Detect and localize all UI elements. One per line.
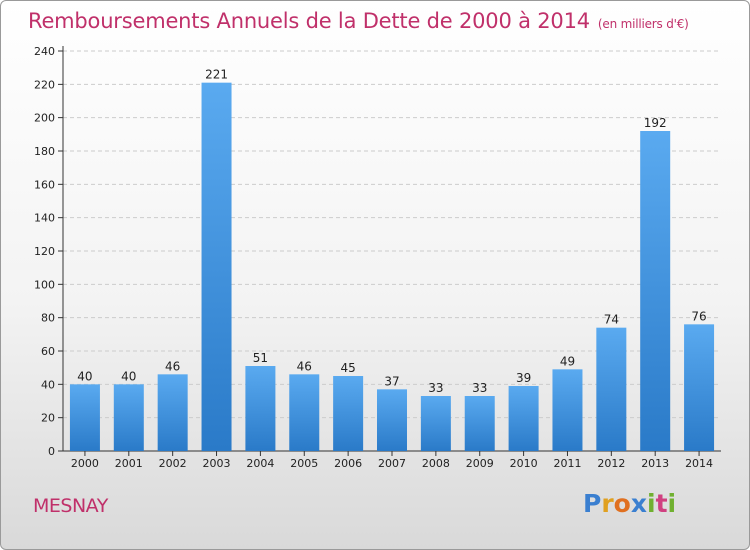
chart-unit: (en milliers d'€) — [597, 17, 689, 31]
data-label: 40 — [77, 369, 92, 383]
y-tick-label: 220 — [34, 78, 55, 91]
x-tick-label: 2002 — [159, 457, 187, 470]
bar — [420, 396, 451, 451]
logo-letter: i — [647, 489, 656, 518]
chart-title: Remboursements Annuels de la Dette de 20… — [28, 9, 689, 33]
bar — [113, 384, 144, 451]
bar — [552, 369, 583, 451]
chart-title-text: Remboursements Annuels de la Dette de 20… — [28, 9, 590, 33]
x-tick-label: 2001 — [115, 457, 143, 470]
x-tick-label: 2010 — [510, 457, 538, 470]
labels: 0 20 40 60 80 100 120 140 160 180 200 220 240 2000 40 2… — [34, 45, 713, 470]
x-tick-label: 2007 — [378, 457, 406, 470]
bar — [289, 374, 320, 451]
y-tick-label: 180 — [34, 145, 55, 158]
x-tick-label: 2008 — [422, 457, 450, 470]
logo-letter: i — [667, 489, 677, 518]
bar — [333, 376, 364, 451]
data-label: 49 — [560, 354, 575, 368]
data-label: 46 — [165, 359, 180, 373]
x-tick-label: 2006 — [334, 457, 362, 470]
logo-letter: r — [601, 489, 614, 518]
y-tick-label: 0 — [48, 445, 55, 458]
bars — [69, 82, 715, 452]
bar — [201, 82, 232, 452]
data-label: 33 — [472, 381, 487, 395]
bar — [684, 324, 715, 451]
x-tick-label: 2012 — [597, 457, 625, 470]
x-tick-label: 2013 — [641, 457, 669, 470]
data-label: 51 — [253, 351, 268, 365]
bar — [245, 366, 276, 451]
y-tick-label: 20 — [41, 412, 55, 425]
bar — [69, 384, 100, 451]
data-label: 45 — [340, 361, 355, 375]
x-tick-label: 2009 — [466, 457, 494, 470]
logo-letter: o — [613, 489, 631, 518]
y-tick-label: 60 — [41, 345, 55, 358]
y-tick-label: 140 — [34, 212, 55, 225]
x-tick-label: 2004 — [246, 457, 274, 470]
data-label: 46 — [297, 359, 312, 373]
logo-letter: t — [655, 489, 668, 518]
bar — [464, 396, 495, 451]
data-label: 40 — [121, 369, 136, 383]
y-tick-label: 240 — [34, 45, 55, 58]
place-name: MESNAY — [33, 495, 108, 517]
x-tick-label: 2003 — [203, 457, 231, 470]
data-label: 221 — [205, 68, 228, 82]
data-label: 74 — [604, 313, 619, 327]
y-tick-label: 200 — [34, 112, 55, 125]
y-tick-label: 80 — [41, 312, 55, 325]
y-tick-label: 160 — [34, 178, 55, 191]
bar — [508, 386, 539, 451]
bar — [157, 374, 188, 451]
logo-letter: x — [630, 489, 647, 518]
x-tick-label: 2000 — [71, 457, 99, 470]
x-tick-label: 2014 — [685, 457, 713, 470]
bar — [640, 131, 671, 451]
data-label: 192 — [644, 116, 667, 130]
y-tick-label: 120 — [34, 245, 55, 258]
bar — [596, 327, 627, 451]
x-tick-label: 2005 — [290, 457, 318, 470]
bar — [377, 389, 407, 451]
x-tick-label: 2011 — [553, 457, 581, 470]
proxiti-logo: Proxiti — [583, 489, 676, 518]
y-tick-label: 40 — [41, 378, 55, 391]
data-label: 33 — [428, 381, 443, 395]
data-label: 76 — [691, 309, 706, 323]
y-tick-label: 100 — [34, 278, 55, 291]
data-label: 39 — [516, 371, 531, 385]
logo-letter: P — [583, 489, 602, 518]
data-label: 37 — [384, 374, 399, 388]
